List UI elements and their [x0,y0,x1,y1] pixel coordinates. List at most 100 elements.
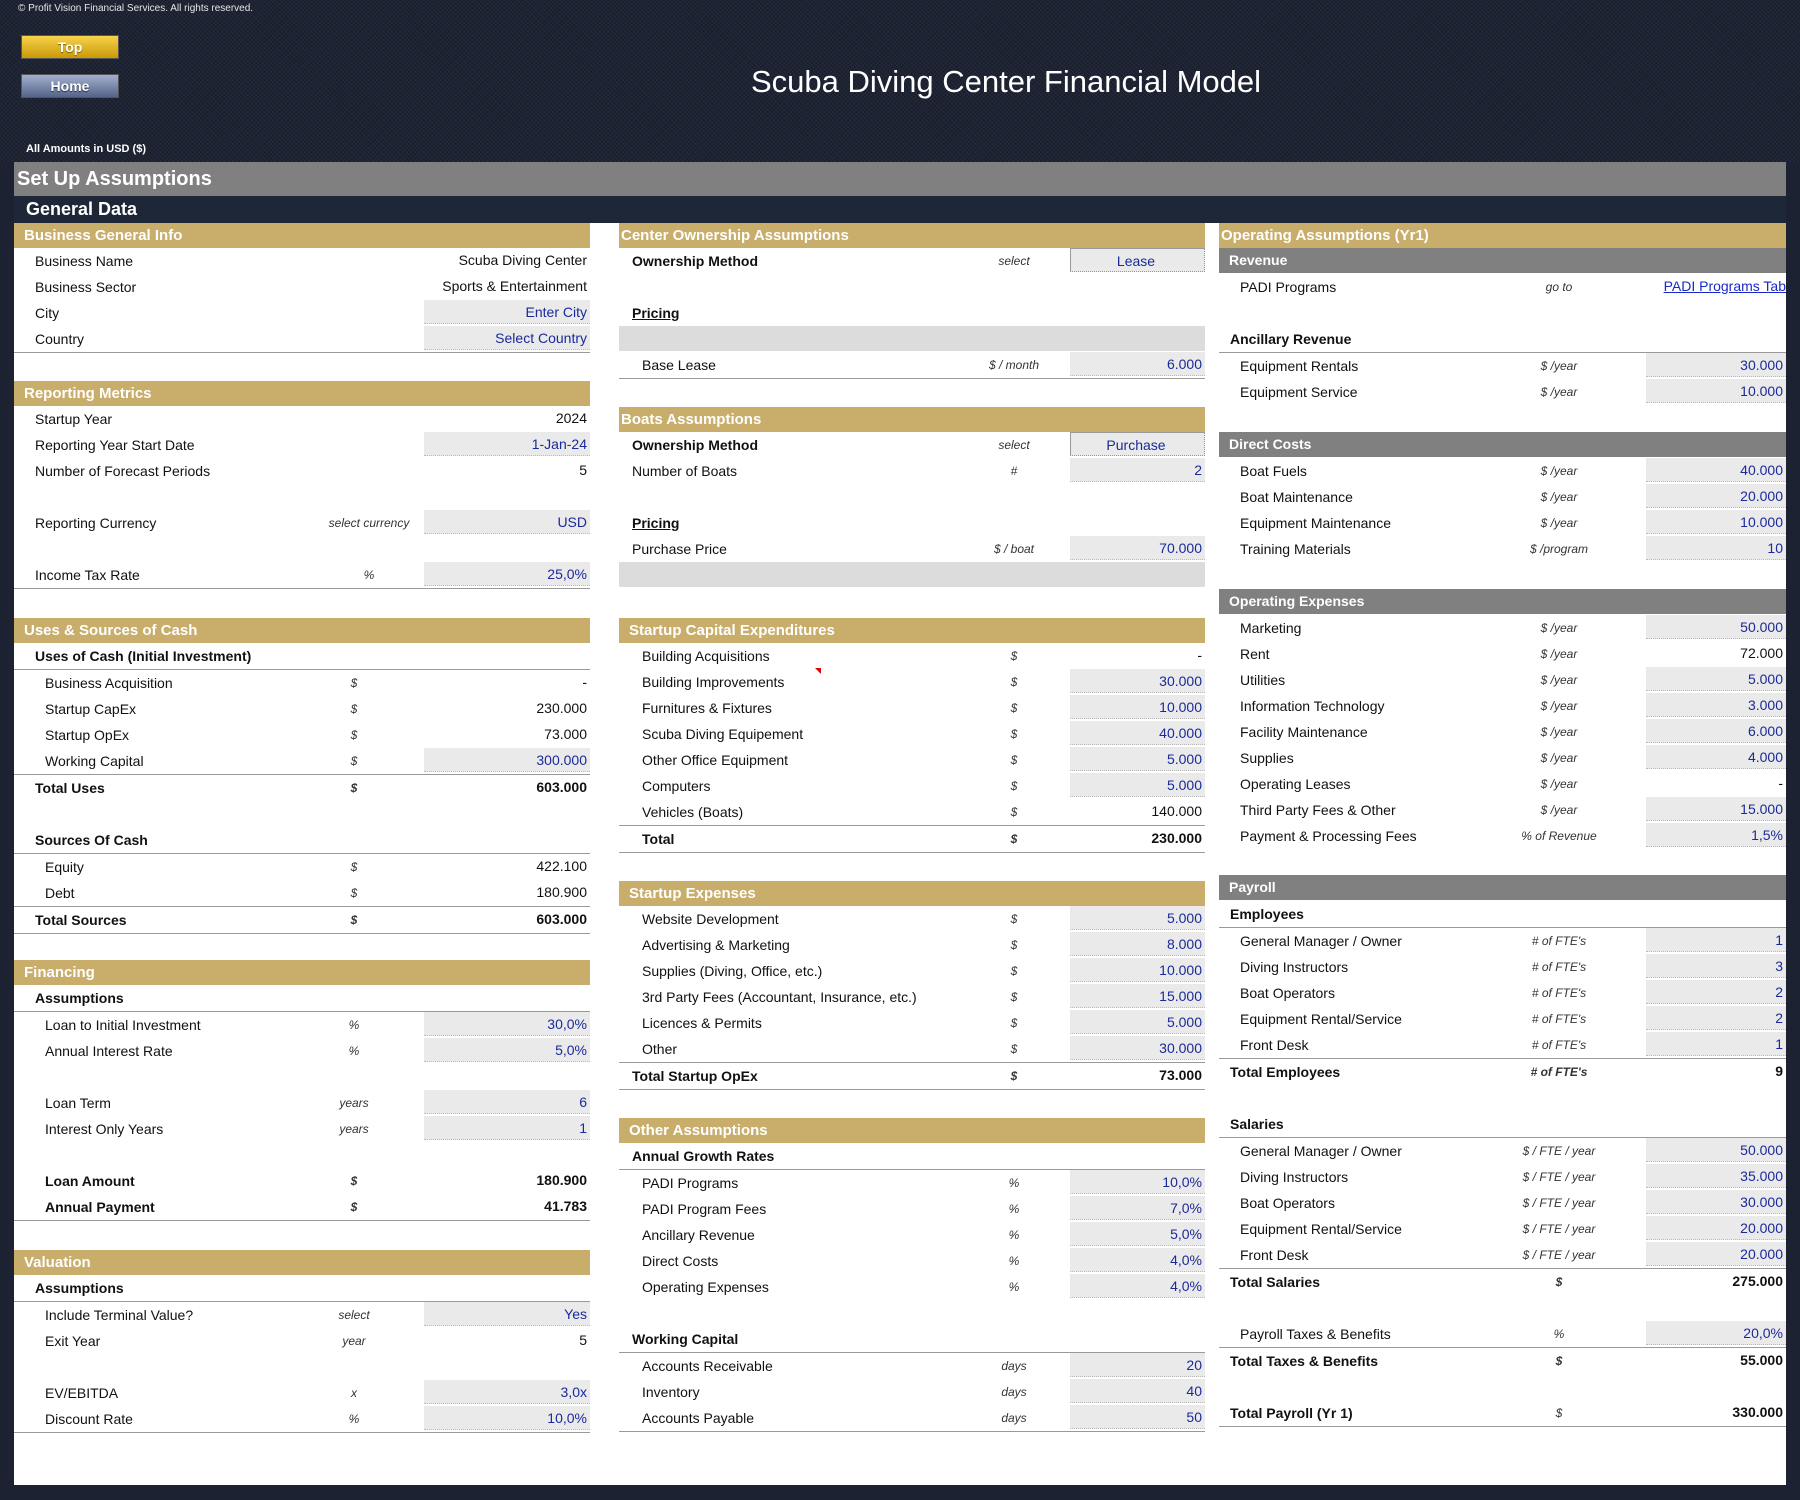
direct-row-3: Training Materials $ /program 10 [1219,536,1786,562]
row-label: General Manager / Owner [1240,1143,1402,1159]
loan-ratio-input[interactable]: 30,0% [424,1012,590,1036]
city-input[interactable]: Enter City [424,300,590,324]
row-value-input[interactable]: 5.000 [1646,667,1786,691]
interest-only-input[interactable]: 1 [424,1116,590,1140]
row-value-input[interactable]: 30.000 [1070,1036,1205,1060]
opex-row-4: Facility Maintenance $ /year 6.000 [1219,719,1786,745]
growth-row-1: PADI Program Fees % 7,0% [619,1196,1205,1222]
row-value-input[interactable]: 10.000 [1646,510,1786,534]
row-value-input[interactable]: 10,0% [1070,1170,1205,1194]
row-value: 603.000 [536,911,587,927]
row-value[interactable]: Scuba Diving Center [458,252,587,268]
row-value-input[interactable]: 3 [1646,954,1786,978]
row-value-input[interactable]: 15.000 [1646,797,1786,821]
row-value-input[interactable]: 40.000 [1646,458,1786,482]
row-label: Equipment Rental/Service [1240,1221,1402,1237]
row-value-input[interactable]: 5.000 [1070,747,1205,771]
ancillary-row-1: Equipment Service $ /year 10.000 [1219,379,1786,405]
row-value[interactable]: 5 [579,1332,587,1348]
row-value-input[interactable]: 5,0% [1070,1222,1205,1246]
income-tax-input[interactable]: 25,0% [424,562,590,586]
row-value-input[interactable]: 10.000 [1646,379,1786,403]
row-value[interactable]: 5 [579,462,587,478]
interest-rate-input[interactable]: 5,0% [424,1038,590,1062]
row-value-input[interactable]: 30.000 [1646,353,1786,377]
capex-row-0: Building Acquisitions $ - [619,643,1205,669]
working-capital-input[interactable]: 300.000 [424,748,590,772]
row-value-input[interactable]: 20.000 [1646,1216,1786,1240]
row-value-input[interactable]: 8.000 [1070,932,1205,956]
row-value-input[interactable]: 10 [1646,536,1786,560]
row-value-input[interactable]: 50.000 [1646,615,1786,639]
number-of-boats-row: Number of Boats # 2 [619,458,1205,484]
row-value-input[interactable]: 15.000 [1070,984,1205,1008]
row-value-input[interactable]: 4,0% [1070,1274,1205,1298]
row-value-input[interactable]: 30.000 [1646,1190,1786,1214]
country-select[interactable]: Select Country [424,326,590,350]
row-value-input[interactable]: 5.000 [1070,906,1205,930]
row-label: Facility Maintenance [1240,724,1368,740]
row-value: 180.900 [536,884,587,900]
row-value-input[interactable]: 10.000 [1070,958,1205,982]
start-date-input[interactable]: 1-Jan-24 [424,432,590,456]
row-value-input[interactable]: 3.000 [1646,693,1786,717]
payroll-taxes-input[interactable]: 20,0% [1646,1321,1786,1345]
row-value-input[interactable]: 20.000 [1646,484,1786,508]
employee-row-3: Equipment Rental/Service # of FTE's 2 [1219,1006,1786,1032]
row-unit: % [348,1412,360,1426]
total-employees-row: Total Employees # of FTE's 9 [1219,1059,1786,1085]
row-value: 180.900 [536,1172,587,1188]
row-value-input[interactable]: 1,5% [1646,823,1786,847]
boats-ownership-select[interactable]: Purchase [1070,432,1205,456]
center-pricing-row: Pricing [619,300,1205,326]
row-value-input[interactable]: 30.000 [1070,669,1205,693]
row-unit: $ / FTE / year [1522,1248,1596,1262]
row-label: Business Acquisition [45,675,173,691]
row-value-input[interactable]: 7,0% [1070,1196,1205,1220]
boats-count-input[interactable]: 2 [1070,458,1205,482]
row-label: Operating Leases [1240,776,1351,792]
row-unit: $ /year [1540,647,1578,661]
terminal-value-select[interactable]: Yes [424,1302,590,1326]
loan-term-input[interactable]: 6 [424,1090,590,1114]
row-value-input[interactable]: 50 [1070,1405,1205,1429]
row-value[interactable]: 2024 [555,410,587,426]
row-value-input[interactable]: 40 [1070,1379,1205,1403]
row-value-input[interactable]: 50.000 [1646,1138,1786,1162]
row-unit: years [339,1096,369,1110]
row-value-input[interactable]: 6.000 [1646,719,1786,743]
row-unit: $ /year [1540,464,1578,478]
row-unit: % [363,568,375,582]
row-label: Boat Fuels [1240,463,1307,479]
row-value-input[interactable]: 10.000 [1070,695,1205,719]
row-value-input[interactable]: 35.000 [1646,1164,1786,1188]
top-button[interactable]: Top [21,35,119,59]
row-label: Country [35,331,85,347]
row-value-input[interactable]: 40.000 [1070,721,1205,745]
row-value-input[interactable]: 20.000 [1646,1242,1786,1266]
row-value-input[interactable]: 4.000 [1646,745,1786,769]
home-button[interactable]: Home [21,74,119,98]
base-lease-input[interactable]: 6.000 [1070,352,1205,376]
discount-rate-input[interactable]: 10,0% [424,1406,590,1430]
row-value-input[interactable]: 1 [1646,928,1786,952]
currency-select[interactable]: USD [424,510,590,534]
row-value-input[interactable]: 4,0% [1070,1248,1205,1272]
row-value[interactable]: Sports & Entertainment [442,278,587,294]
bottom-strip [0,1485,1800,1500]
center-ownership-select[interactable]: Lease [1070,248,1205,272]
purchase-price-input[interactable]: 70.000 [1070,536,1205,560]
row-unit: $ [1010,1016,1018,1030]
row-value-input[interactable]: 2 [1646,1006,1786,1030]
forecast-periods-row: Number of Forecast Periods 5 [14,458,590,484]
row-label: Startup CapEx [45,701,137,717]
row-unit: $ /year [1540,516,1578,530]
row-value-input[interactable]: 20 [1070,1353,1205,1377]
opex-row-2: Utilities $ /year 5.000 [1219,667,1786,693]
padi-programs-tab-link[interactable]: PADI Programs Tab [1663,278,1786,294]
row-value-input[interactable]: 2 [1646,980,1786,1004]
row-value-input[interactable]: 5.000 [1070,1010,1205,1034]
ev-ebitda-input[interactable]: 3,0x [424,1380,590,1404]
row-value-input[interactable]: 5.000 [1070,773,1205,797]
row-value-input[interactable]: 1 [1646,1032,1786,1056]
